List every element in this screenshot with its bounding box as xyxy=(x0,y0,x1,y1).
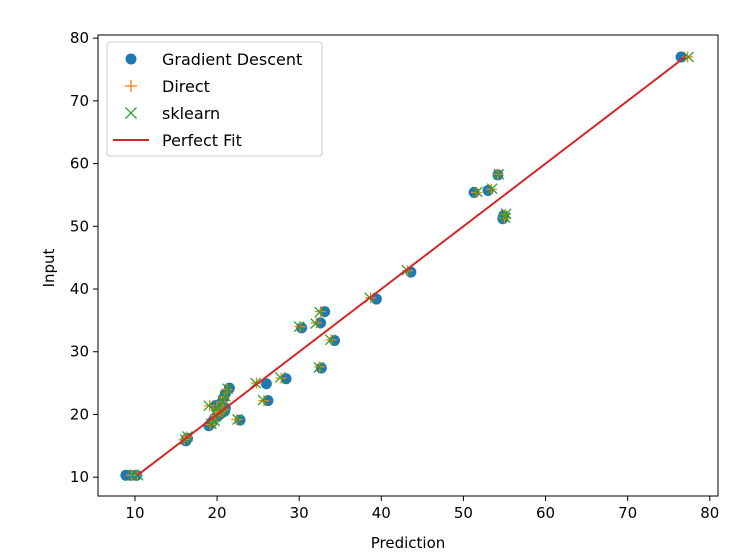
gradient-descent-point xyxy=(675,51,687,63)
y-tick-label: 20 xyxy=(70,405,89,423)
legend-sklearn-label: sklearn xyxy=(162,104,220,123)
sklearn-point xyxy=(222,383,234,395)
sklearn-point xyxy=(324,334,336,346)
sklearn-point-b xyxy=(310,318,322,329)
sklearn-point-b xyxy=(324,334,336,346)
plot-frame xyxy=(97,34,719,497)
x-tick-label: 50 xyxy=(454,504,473,522)
y-tick-label: 60 xyxy=(70,155,89,173)
gradient-descent-point xyxy=(296,322,308,334)
gradient-descent-point xyxy=(260,378,272,390)
sklearn-point-b xyxy=(682,51,694,63)
sklearn-point-b xyxy=(293,321,305,333)
x-tick-label: 40 xyxy=(372,504,391,522)
legend-gradient-descent-marker xyxy=(125,53,137,65)
sklearn-point xyxy=(500,208,512,220)
sklearn-point xyxy=(471,186,483,198)
legend-direct-marker xyxy=(125,80,137,92)
legend-gradient-descent-label: Gradient Descent xyxy=(162,50,302,69)
x-tick-label: 80 xyxy=(700,504,719,522)
plot-layer xyxy=(120,51,694,481)
x-axis-label: Prediction xyxy=(371,534,446,552)
y-tick-label: 40 xyxy=(70,280,89,298)
x-tick-label: 20 xyxy=(208,504,227,522)
sklearn-point-b xyxy=(500,208,512,220)
sklearn-point-b xyxy=(274,371,286,383)
sklearn-point-b xyxy=(212,402,224,414)
y-axis-label: Input xyxy=(40,248,58,287)
sklearn-point xyxy=(293,321,305,333)
y-tick-label: 70 xyxy=(70,92,89,110)
sklearn-point xyxy=(493,168,505,180)
legend-sklearn-marker xyxy=(125,107,137,119)
sklearn-point-b xyxy=(219,390,231,402)
sklearn-point-b xyxy=(222,383,234,395)
legend-direct-label: Direct xyxy=(162,77,210,96)
sklearn-point-b xyxy=(493,168,505,180)
sklearn-point-b xyxy=(203,400,215,412)
x-tick-label: 30 xyxy=(290,504,309,522)
sklearn-point xyxy=(314,306,326,318)
y-tick-label: 50 xyxy=(70,217,89,235)
x-tick-label: 60 xyxy=(536,504,555,522)
sklearn-point xyxy=(310,318,322,329)
sklearn-point-b xyxy=(257,394,269,406)
y-tick-label: 10 xyxy=(70,468,89,486)
gradient-descent-point xyxy=(315,362,327,374)
sklearn-point xyxy=(219,390,231,402)
sklearn-point xyxy=(682,51,694,63)
sklearn-point-b xyxy=(313,361,325,373)
sklearn-point xyxy=(274,371,286,383)
sklearn-point-b xyxy=(232,414,244,425)
sklearn-point xyxy=(486,183,498,195)
legend-perfect-fit-label: Perfect Fit xyxy=(162,131,242,150)
sklearn-point-b xyxy=(314,306,326,318)
sklearn-point-b xyxy=(499,212,511,223)
sklearn-point xyxy=(313,361,325,373)
sklearn-point-b xyxy=(486,183,498,195)
y-tick-label: 80 xyxy=(70,29,89,47)
sklearn-point xyxy=(257,394,269,406)
sklearn-point xyxy=(203,400,215,412)
sklearn-point xyxy=(232,414,244,425)
legend: Gradient Descent Direct sklearn Perfect … xyxy=(106,41,323,157)
legend-box xyxy=(106,41,323,157)
sklearn-point xyxy=(499,212,511,223)
x-tick-label: 70 xyxy=(618,504,637,522)
ticks-layer: 10 20 30 40 50 60 70 80 10 20 30 40 50 60 70 80 xyxy=(70,29,719,522)
x-tick-label: 10 xyxy=(125,504,144,522)
perfect-fit-line xyxy=(135,56,686,477)
y-tick-label: 30 xyxy=(70,343,89,361)
sklearn-point-b xyxy=(471,186,483,198)
